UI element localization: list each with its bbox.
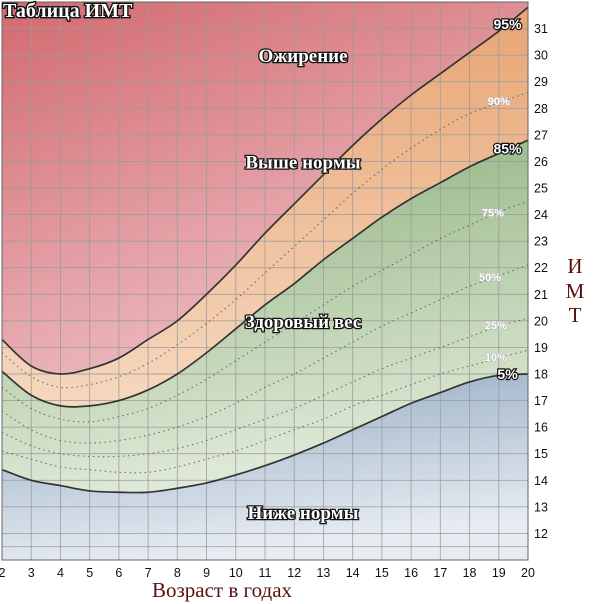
x-tick-label: 4 xyxy=(57,566,64,580)
y-tick-label: 20 xyxy=(534,314,548,328)
y-tick-labels: 12 13 14 15 16 17 18 19 20 21 22 23 24 25 26 27 28 29 30 31 xyxy=(534,22,548,541)
percentile-label-90: 90% xyxy=(488,96,510,108)
x-tick-label: 11 xyxy=(259,566,272,580)
y-tick-label: 25 xyxy=(534,182,548,196)
y-tick-label: 13 xyxy=(534,500,548,514)
y-tick-label: 12 xyxy=(534,527,548,541)
percentile-curve-85 xyxy=(2,139,528,408)
grid xyxy=(2,2,528,560)
y-tick-label: 24 xyxy=(534,208,548,222)
zone-label-underweight: Ниже нормы xyxy=(248,503,359,524)
percentile-curve-90 xyxy=(2,91,528,389)
y-tick-label: 22 xyxy=(534,261,548,275)
x-tick-label: 16 xyxy=(404,566,418,580)
percentile-labels: 95% 90% 85% 75% 50% 25% 10% 5% xyxy=(478,15,523,383)
y-axis-label: И М Т xyxy=(566,254,585,327)
percentile-label-50: 50% xyxy=(479,272,501,284)
percentile-curves xyxy=(2,6,528,494)
y-tick-label: 31 xyxy=(534,22,548,36)
y-tick-label: 29 xyxy=(534,75,548,89)
x-tick-label: 2 xyxy=(0,566,6,580)
percentile-label-10: 10% xyxy=(485,352,507,364)
x-tick-label: 10 xyxy=(229,566,243,580)
x-tick-label: 7 xyxy=(145,566,152,580)
x-tick-label: 17 xyxy=(433,566,447,580)
percentile-label-95: 95% xyxy=(494,16,523,32)
percentile-curve-95 xyxy=(2,6,528,375)
y-tick-label: 30 xyxy=(534,49,548,63)
x-tick-label: 8 xyxy=(174,566,181,580)
x-tick-label: 9 xyxy=(203,566,210,580)
zone-labels: Ожирение Выше нормы Здоровый вес Ниже нормы xyxy=(243,45,362,526)
x-tick-labels: 2 3 4 5 6 7 8 9 10 11 12 13 14 15 16 17 18 19 20 xyxy=(0,566,535,580)
x-tick-label: 15 xyxy=(375,566,389,580)
percentile-label-85: 85% xyxy=(494,140,523,156)
y-axis-label-char-2: М xyxy=(566,279,585,303)
plot-border xyxy=(1,1,529,561)
x-axis-label: Возраст в годах xyxy=(152,578,293,602)
x-tick-label: 20 xyxy=(521,566,535,580)
y-tick-label: 17 xyxy=(534,394,548,408)
y-tick-label: 18 xyxy=(534,368,548,382)
x-tick-label: 6 xyxy=(115,566,122,580)
y-tick-label: 19 xyxy=(534,341,548,355)
x-tick-label: 19 xyxy=(492,566,506,580)
percentile-label-5: 5% xyxy=(497,366,518,382)
percentile-curve-75 xyxy=(2,200,528,423)
x-tick-label: 14 xyxy=(346,566,360,580)
x-tick-label: 12 xyxy=(287,566,301,580)
percentile-curve-50 xyxy=(2,264,528,444)
y-tick-label: 28 xyxy=(534,102,548,116)
zone-label-overweight: Выше нормы xyxy=(245,152,360,173)
x-tick-label: 5 xyxy=(86,566,93,580)
y-tick-label: 23 xyxy=(534,235,548,249)
y-tick-label: 15 xyxy=(534,447,548,461)
percentile-label-25: 25% xyxy=(485,320,507,332)
zone-label-obese: Ожирение xyxy=(258,46,347,67)
zone-label-healthy: Здоровый вес xyxy=(245,312,361,333)
x-tick-label: 3 xyxy=(28,566,35,580)
percentile-curve-5 xyxy=(2,373,528,494)
y-tick-label: 26 xyxy=(534,155,548,169)
y-tick-label: 27 xyxy=(534,128,548,142)
y-tick-label: 16 xyxy=(534,421,548,435)
y-axis-label-char-1: И xyxy=(567,254,582,278)
x-tick-label: 18 xyxy=(463,566,477,580)
y-axis-label-char-3: Т xyxy=(569,303,582,327)
percentile-label-75: 75% xyxy=(482,208,504,220)
x-tick-label: 13 xyxy=(316,566,330,580)
y-tick-label: 21 xyxy=(534,288,548,302)
chart-title: Таблица ИМТ xyxy=(3,0,133,22)
y-tick-label: 14 xyxy=(534,474,548,488)
